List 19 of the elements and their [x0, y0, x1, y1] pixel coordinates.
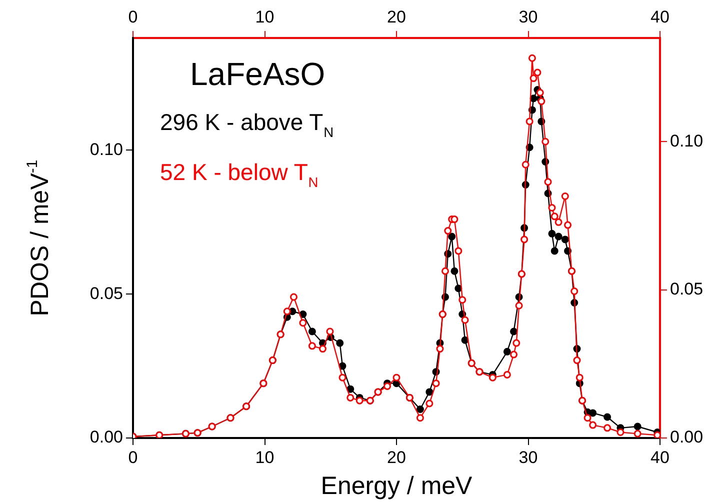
annotation: LaFeAsO [190, 56, 326, 92]
x-tick-label: 0 [128, 448, 138, 467]
x-tick-label: 10 [255, 448, 274, 467]
x2-tick-label: 10 [255, 7, 274, 26]
y-tick-label: 0.05 [90, 284, 123, 303]
x2-tick-label: 20 [387, 7, 406, 26]
x-axis-title: Energy / meV [320, 472, 473, 500]
x2-tick-label: 30 [518, 7, 538, 26]
y2-tick-label: 0.05 [670, 280, 704, 299]
x2-tick-label: 40 [650, 7, 670, 26]
x-tick-label: 20 [387, 448, 406, 467]
y-tick-label: 0.10 [90, 140, 123, 159]
x2-tick-label: 0 [128, 7, 138, 26]
y-tick-label: 0.00 [90, 428, 123, 447]
x-tick-label: 40 [650, 448, 670, 467]
y2-tick-label: 0.00 [670, 428, 704, 447]
x-tick-label: 30 [518, 448, 538, 467]
y2-tick-label: 0.10 [670, 131, 704, 150]
y-axis-title: PDOS / meV-1 [24, 160, 54, 316]
